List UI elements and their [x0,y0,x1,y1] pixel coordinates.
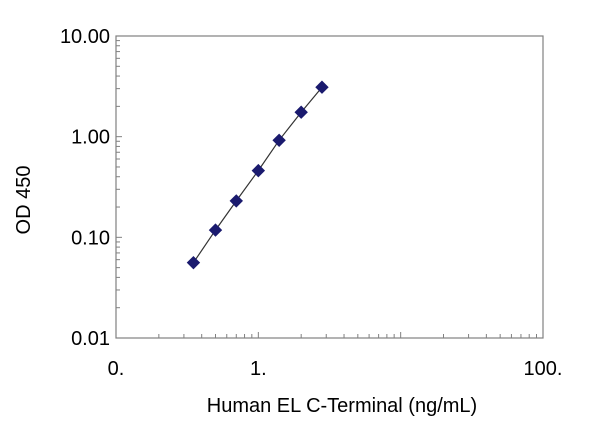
plot-frame [115,35,544,339]
data-point-marker [251,163,266,178]
data-point-marker [208,223,223,237]
y-tick-labels: 10.00 1.00 0.10 0.01 [60,26,110,350]
x-tick-labels: 0. 1. 100. [108,358,563,380]
data-points [186,80,329,270]
data-point-marker [315,80,329,94]
data-point-marker [272,133,286,148]
y-tick-label: 1.00 [71,127,110,149]
y-axis-title: OD 450 [13,166,35,235]
y-tick-label: 0.10 [71,227,110,249]
data-point-marker [186,255,201,270]
x-axis-title: Human EL C-Terminal (ng/mL) [207,395,477,417]
y-tick-label: 10.00 [60,26,110,48]
x-tick-label: 0. [108,358,125,380]
x-tick-label: 100. [524,358,563,380]
data-point-marker [229,194,243,208]
y-tick-label: 0.01 [71,328,110,350]
data-point-marker [294,105,308,119]
x-minor-ticks [115,332,537,338]
x-tick-label: 1. [250,358,267,380]
y-minor-ticks [116,40,122,339]
